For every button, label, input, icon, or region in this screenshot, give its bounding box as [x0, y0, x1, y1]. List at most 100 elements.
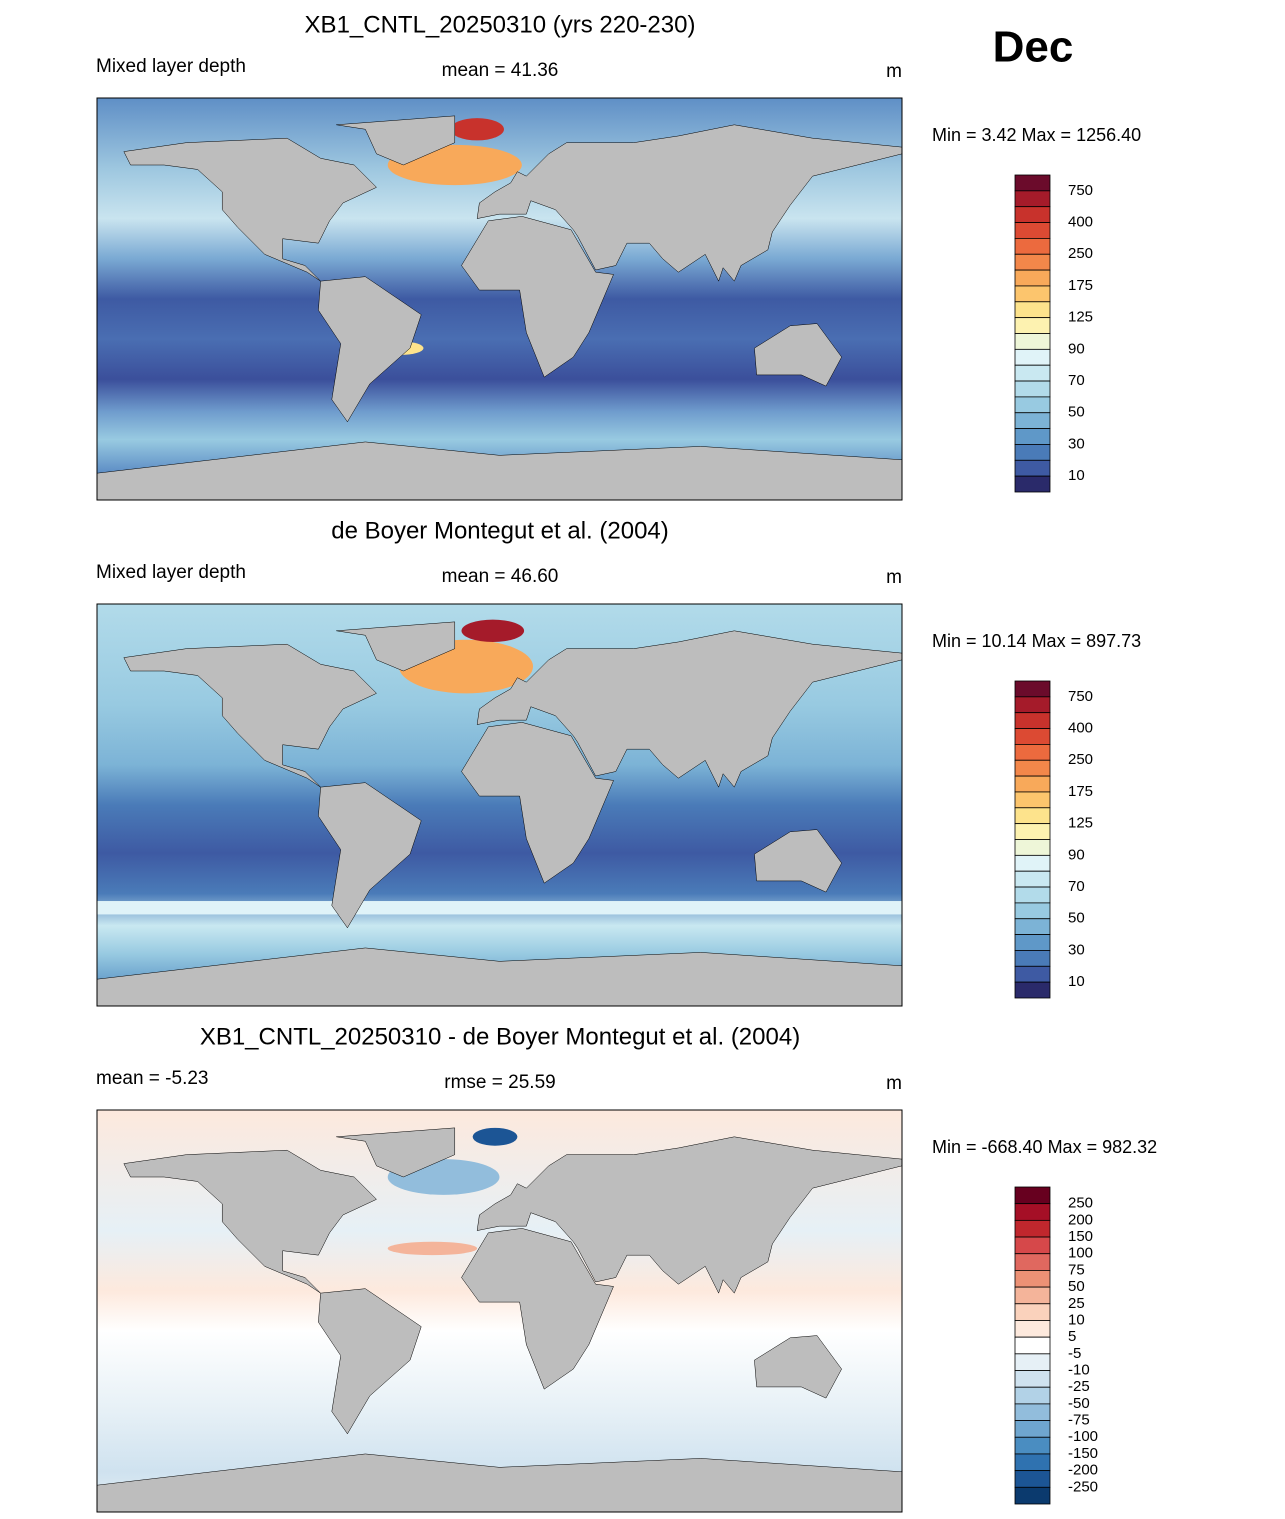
colorbar-box	[1014, 317, 1051, 334]
colorbar-label: 50	[1068, 1278, 1085, 1295]
colorbar-box	[1014, 823, 1051, 840]
panel-title: XB1_CNTL_20250310 (yrs 220-230)	[305, 11, 696, 38]
colorbar-label: -5	[1068, 1345, 1081, 1362]
colorbar-label: -250	[1068, 1478, 1098, 1495]
colorbar-box	[1014, 981, 1051, 999]
colorbar-box	[1014, 886, 1051, 904]
colorbar-box	[1014, 934, 1051, 951]
units: m	[886, 61, 902, 82]
colorbar-box	[1014, 854, 1051, 872]
min-max: Min = 10.14 Max = 897.73	[932, 631, 1141, 651]
map-frame	[96, 1109, 903, 1513]
units: m	[886, 1073, 902, 1094]
month-label: Dec	[993, 23, 1074, 72]
center-string: rmse = 25.59	[444, 1072, 555, 1093]
colorbar-box	[1014, 1420, 1051, 1438]
colorbar-label: 100	[1068, 1245, 1093, 1262]
colorbar-label: 50	[1068, 404, 1085, 421]
colorbar-box	[1014, 680, 1051, 698]
colorbar-box	[1014, 1236, 1051, 1255]
colorbar-box	[1014, 775, 1051, 793]
colorbar-box	[1014, 174, 1051, 192]
colorbar-label: -75	[1068, 1412, 1090, 1429]
colorbar-box	[1014, 459, 1051, 477]
colorbar-label: 250	[1068, 1195, 1093, 1212]
colorbar-box	[1014, 1370, 1051, 1388]
colorbar-box	[1014, 428, 1051, 445]
colorbar-box	[1014, 237, 1051, 255]
colorbar-box	[1014, 1353, 1051, 1371]
colorbar-label: 175	[1068, 277, 1093, 294]
colorbar-box	[1014, 412, 1051, 430]
colorbar-label: 10	[1068, 467, 1085, 484]
colorbar-label: -200	[1068, 1462, 1098, 1479]
colorbar-box	[1014, 1486, 1051, 1505]
colorbar-box	[1014, 1436, 1051, 1455]
colorbar-box	[1014, 1470, 1051, 1488]
panel: XB1_CNTL_20250310 (yrs 220-230) Mixed lay…	[96, 11, 1141, 501]
center-string: mean = 41.36	[442, 60, 559, 81]
colorbar-label: -50	[1068, 1395, 1090, 1412]
colorbar-box	[1014, 1336, 1051, 1355]
colorbar-label: 90	[1068, 340, 1085, 357]
map	[97, 604, 902, 1006]
left-string: Mixed layer depth	[96, 562, 246, 583]
colorbar-box	[1014, 950, 1051, 967]
colorbar-box	[1014, 712, 1051, 729]
panel-title: XB1_CNTL_20250310 - de Boyer Montegut et…	[200, 1023, 800, 1050]
colorbar-box	[1014, 285, 1051, 303]
colorbar-box	[1014, 475, 1051, 493]
colorbar-box	[1014, 965, 1051, 983]
map	[97, 98, 902, 500]
colorbar-label: 5	[1068, 1328, 1076, 1345]
colorbar-label: 150	[1068, 1228, 1093, 1245]
colorbar-label: 10	[1068, 1311, 1085, 1328]
map-frame	[96, 603, 903, 1007]
colorbar-label: 250	[1068, 751, 1093, 768]
colorbar-box	[1014, 791, 1051, 809]
colorbar-box	[1014, 1386, 1051, 1405]
colorbar-label: 30	[1068, 435, 1085, 452]
center-string: mean = 46.60	[442, 566, 559, 587]
colorbar-box	[1014, 759, 1051, 777]
colorbar-box	[1014, 728, 1051, 745]
left-string: mean = -5.23	[96, 1068, 209, 1089]
map-frame	[96, 97, 903, 501]
colorbar-label: -10	[1068, 1361, 1090, 1378]
colorbar-label: 50	[1068, 910, 1085, 927]
colorbar-box	[1014, 444, 1051, 461]
panel: XB1_CNTL_20250310 - de Boyer Montegut et…	[96, 1023, 1157, 1513]
colorbar-box	[1014, 396, 1051, 414]
colorbar-box	[1014, 333, 1051, 350]
colorbar-label: 25	[1068, 1295, 1085, 1312]
colorbar-box	[1014, 839, 1051, 856]
min-max: Min = -668.40 Max = 982.32	[932, 1137, 1157, 1157]
colorbar-box	[1014, 1253, 1051, 1271]
colorbar-box	[1014, 1270, 1051, 1288]
colorbar-box	[1014, 348, 1051, 366]
colorbar-box	[1014, 1203, 1051, 1221]
colorbar-box	[1014, 269, 1051, 287]
colorbar-box	[1014, 744, 1051, 761]
colorbar-label: 400	[1068, 720, 1093, 737]
min-max: Min = 3.42 Max = 1256.40	[932, 125, 1141, 145]
colorbar-box	[1014, 380, 1051, 398]
colorbar-label: -100	[1068, 1428, 1098, 1445]
panel: de Boyer Montegut et al. (2004) Mixed lay…	[96, 517, 1141, 1007]
units: m	[886, 567, 902, 588]
colorbar-label: 10	[1068, 973, 1085, 990]
colorbar-label: 750	[1068, 688, 1093, 705]
colorbar-label: 400	[1068, 214, 1093, 231]
colorbar-label: 200	[1068, 1211, 1093, 1228]
colorbar-label: -150	[1068, 1445, 1098, 1462]
colorbar-box	[1014, 1286, 1051, 1305]
colorbar-label: 250	[1068, 245, 1093, 262]
colorbar-box	[1014, 696, 1051, 714]
colorbar-box	[1014, 364, 1051, 382]
colorbar-box	[1014, 870, 1051, 888]
colorbar-box	[1014, 1403, 1051, 1421]
colorbar-label: 90	[1068, 846, 1085, 863]
colorbar-box	[1014, 918, 1051, 936]
colorbar-label: 75	[1068, 1261, 1085, 1278]
